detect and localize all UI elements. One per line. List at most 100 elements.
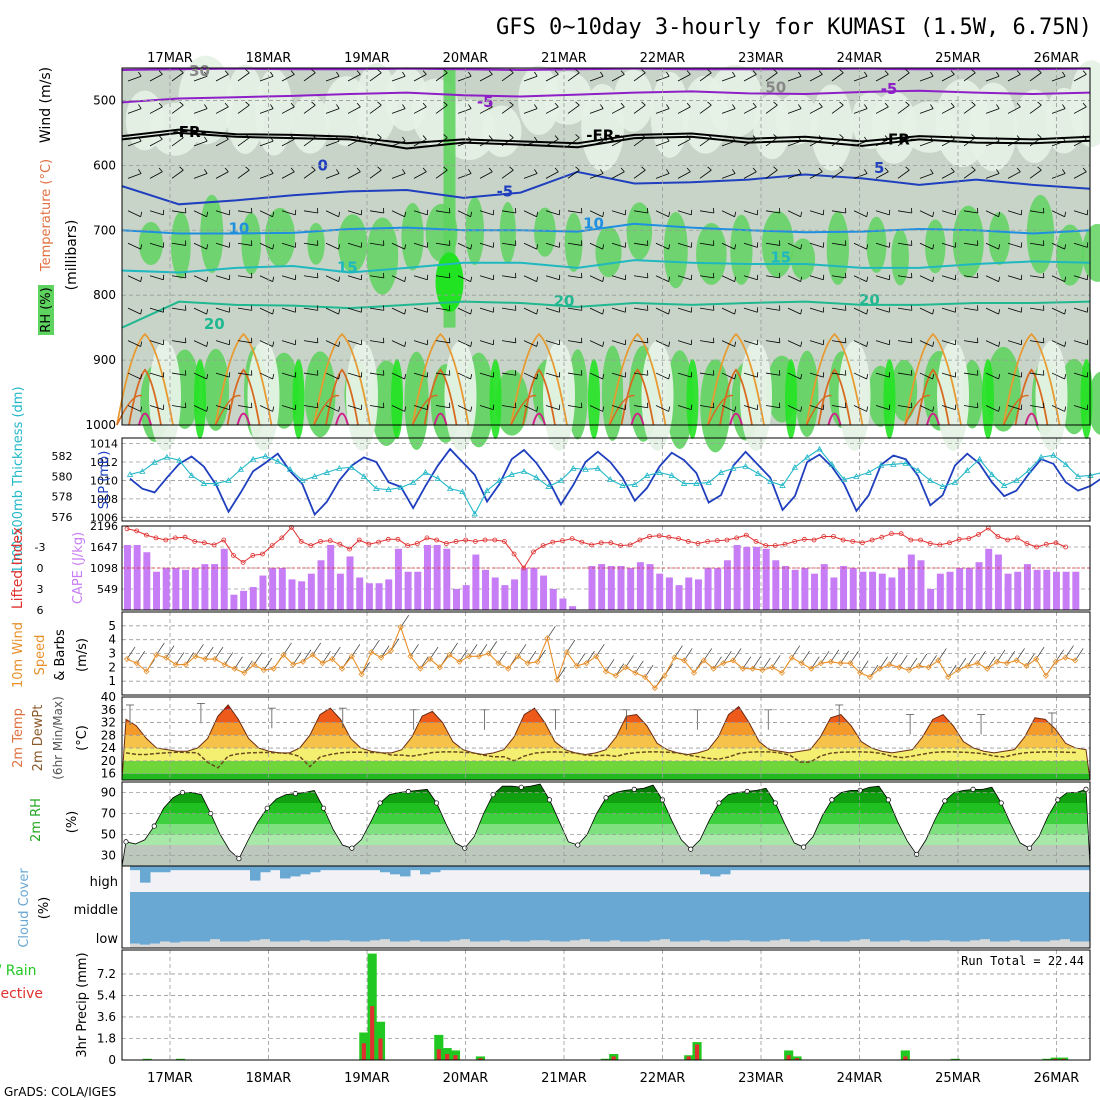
wind-barb: [875, 138, 889, 147]
thickness-point: [373, 485, 380, 492]
cloud-low-bar: [820, 922, 831, 942]
cloud-low-bar: [410, 922, 421, 941]
wind-barb: [413, 106, 427, 114]
wind-barb: [853, 108, 868, 114]
li-point: [976, 532, 981, 537]
wind-barb: [435, 405, 450, 409]
wind-barb-flag: [158, 70, 163, 75]
cloud-high-bar: [370, 866, 381, 871]
wind-barb: [193, 405, 207, 412]
wind-barb: [1051, 140, 1066, 147]
wind-barb: [149, 372, 164, 378]
rh-dry-patch: [346, 340, 378, 451]
wind-barb: [457, 307, 471, 315]
rh-dry-patch: [543, 340, 575, 451]
li-point: [511, 551, 517, 557]
wind-barb-flag: [818, 167, 823, 173]
date-label-bottom: 19MAR: [344, 1071, 390, 1086]
rh-point: [292, 790, 298, 797]
cape-bar: [443, 548, 451, 610]
li-point: [269, 543, 275, 548]
wind-point: [485, 650, 492, 657]
wind-barb-flag: [272, 374, 275, 380]
wind-barb-flag: [905, 134, 910, 138]
wind-barb-flag: [311, 166, 316, 171]
wind-barb: [567, 372, 582, 376]
wind-barb-flag: [204, 136, 208, 142]
wind-barb: [1029, 307, 1044, 311]
wind-barb: [237, 275, 252, 279]
li-point: [879, 534, 885, 540]
cloud-high-bar: [620, 866, 631, 871]
wind-barb: [413, 210, 428, 216]
isotherm-30-loop: [1014, 368, 1049, 426]
wind-barb: [941, 106, 955, 114]
wind-barb: [1007, 138, 1021, 147]
cloud-middle-bar: [600, 892, 611, 922]
cloud-low-gap: [620, 941, 631, 948]
wind-barb: [369, 340, 384, 344]
cape-bar: [530, 567, 538, 610]
rh-moist-patch: [401, 203, 424, 271]
wind-barb: [996, 649, 1006, 662]
thickness-point: [496, 477, 503, 483]
wind-barb: [677, 275, 692, 281]
cloud-low-bar: [130, 922, 141, 944]
cloud-low-gap: [950, 941, 961, 948]
thickness-point: [237, 466, 244, 472]
wind-barb-flag: [443, 134, 448, 138]
cloud-low-gap: [940, 940, 951, 948]
wind-barb-flag: [752, 102, 757, 108]
isotherm-line: [121, 170, 1091, 206]
cloud-middle-bar: [400, 892, 411, 922]
wind-barb: [831, 275, 846, 279]
cape-bar: [1033, 569, 1041, 610]
wind-barb: [589, 140, 604, 147]
wind-barb: [963, 104, 976, 114]
precip-convective-bar: [794, 1058, 800, 1060]
cloud-low-gap: [370, 940, 381, 948]
cloud-high-bar: [730, 866, 741, 871]
cloud-high-bar: [1030, 866, 1041, 871]
cloud-low-bar: [750, 922, 761, 942]
wind-barb: [809, 171, 823, 179]
cloud-low-bar: [810, 922, 821, 941]
wind-barb: [479, 372, 494, 378]
thickness-point: [828, 460, 835, 467]
thickness-point: [1013, 477, 1020, 483]
thickness-point: [348, 464, 355, 470]
wind-barb-flag: [138, 136, 142, 142]
cape-bar: [946, 571, 954, 610]
wind-barb: [303, 137, 316, 147]
wind-barb: [413, 242, 428, 248]
profile-ylabel-units: (millibars): [64, 220, 80, 291]
rh-point: [490, 792, 496, 798]
wind-barb: [889, 652, 898, 665]
wind-barb: [677, 210, 692, 216]
li-point: [947, 540, 952, 546]
cloud-high-bar: [150, 866, 161, 873]
wind-point: [945, 673, 952, 681]
wind-barb: [193, 372, 207, 380]
rh-saturated-patch: [391, 359, 403, 440]
wind-barb-flag: [1064, 374, 1067, 380]
thickness-point: [643, 472, 651, 478]
wind-barb: [457, 242, 471, 250]
wind-barb: [347, 210, 362, 216]
precip-total-bar: [900, 1050, 910, 1060]
wind-barb-flag: [818, 102, 823, 108]
wind-barb: [193, 75, 208, 82]
cape-bar: [646, 564, 654, 610]
cloud-ylabel: Cloud Cover: [17, 868, 32, 948]
wind-barb: [1029, 372, 1044, 376]
li-point: [531, 549, 536, 555]
wind-point: [700, 657, 707, 664]
wind-barb: [449, 642, 458, 656]
cloud-low-bar: [330, 922, 341, 941]
wind-barb-flag: [1062, 136, 1066, 142]
li-point: [298, 539, 304, 544]
wind-barb: [523, 405, 537, 412]
wind-barb: [325, 340, 339, 347]
cloud-middle-bar: [910, 892, 921, 922]
